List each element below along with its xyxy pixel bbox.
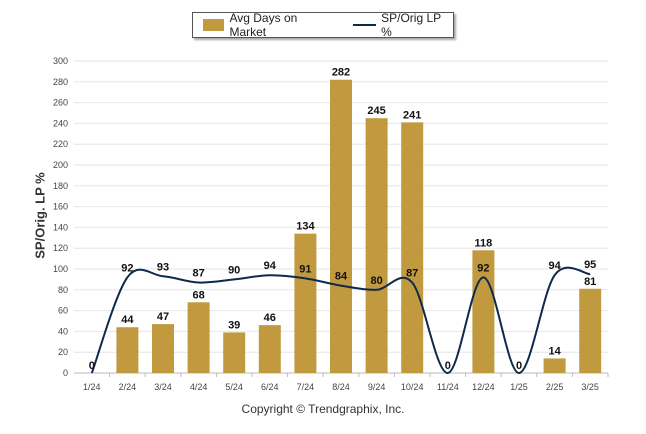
bar-value-label: 39 <box>228 319 240 331</box>
line-value-label: 94 <box>264 260 277 272</box>
bar-value-label: 0 <box>445 360 451 372</box>
line-value-label: 84 <box>335 271 348 283</box>
y-tick-label: 40 <box>58 326 68 336</box>
legend-bar-label: Avg Days on Market <box>229 11 298 39</box>
bar <box>543 358 566 373</box>
bar <box>401 122 424 373</box>
legend-item-line: SP/Orig LP % <box>345 11 453 39</box>
y-tick-label: 80 <box>58 285 68 295</box>
legend-line-label: SP/Orig LP % <box>381 11 441 39</box>
x-tick-label: 2/25 <box>546 382 564 392</box>
y-tick-label: 120 <box>53 243 68 253</box>
bar <box>223 332 246 373</box>
bar <box>116 327 139 373</box>
line-value-label: 80 <box>370 275 382 287</box>
bar-value-label: 282 <box>332 67 350 79</box>
line-value-label: 93 <box>157 261 169 273</box>
x-tick-label: 1/24 <box>83 382 101 392</box>
y-tick-label: 20 <box>58 347 68 357</box>
line-value-label: 87 <box>192 268 204 280</box>
bar <box>187 302 210 373</box>
bar-value-label: 14 <box>548 345 561 357</box>
bar-value-label: 46 <box>264 312 276 324</box>
bar-value-label: 0 <box>89 360 95 372</box>
y-tick-label: 280 <box>53 77 68 87</box>
line-value-label: 90 <box>228 264 240 276</box>
bar-value-label: 241 <box>403 109 421 121</box>
legend: Avg Days on Market SP/Orig LP % <box>192 11 454 39</box>
x-tick-label: 6/24 <box>261 382 279 392</box>
y-tick-label: 240 <box>53 118 68 128</box>
copyright-text: Copyright © Trendgraphix, Inc. <box>241 402 405 416</box>
x-tick-label: 5/24 <box>225 382 243 392</box>
y-tick-label: 100 <box>53 264 68 274</box>
line-value-label: 92 <box>121 262 133 274</box>
y-tick-label: 140 <box>53 222 68 232</box>
y-tick-label: 180 <box>53 181 68 191</box>
line-value-label: 94 <box>548 260 561 272</box>
bar-value-label: 47 <box>157 311 169 323</box>
x-tick-label: 9/24 <box>368 382 386 392</box>
y-tick-label: 160 <box>53 202 68 212</box>
line-value-label: 92 <box>477 262 489 274</box>
y-tick-label: 0 <box>63 368 68 378</box>
y-axis-label: SP/Orig. LP % <box>32 172 48 259</box>
bar <box>152 324 174 373</box>
y-tick-label: 60 <box>58 306 68 316</box>
x-tick-label: 10/24 <box>401 382 424 392</box>
line-value-label: 91 <box>299 263 311 275</box>
legend-item-bar: Avg Days on Market <box>203 11 335 39</box>
legend-bar-swatch <box>203 19 225 31</box>
x-tick-label: 8/24 <box>332 382 350 392</box>
line-value-label: 95 <box>584 259 596 271</box>
bar-value-label: 81 <box>584 276 596 288</box>
y-tick-label: 260 <box>53 98 68 108</box>
bar-value-label: 134 <box>296 221 315 233</box>
x-tick-label: 4/24 <box>190 382 208 392</box>
x-tick-label: 11/24 <box>437 382 459 392</box>
line-value-label: 87 <box>406 268 418 280</box>
x-tick-label: 7/24 <box>297 382 315 392</box>
bar-value-label: 118 <box>475 237 493 249</box>
legend-line-swatch <box>352 24 377 26</box>
x-tick-label: 3/25 <box>581 382 599 392</box>
bar <box>258 325 281 373</box>
bar-value-label: 44 <box>121 314 134 326</box>
bar <box>579 288 602 373</box>
x-tick-label: 2/24 <box>119 382 137 392</box>
y-tick-label: 300 <box>53 56 68 66</box>
bar <box>294 233 317 373</box>
bar <box>330 79 352 373</box>
bar-value-label: 245 <box>367 105 385 117</box>
x-tick-label: 1/25 <box>510 382 528 392</box>
x-tick-label: 12/24 <box>472 382 495 392</box>
bar <box>472 250 495 373</box>
y-tick-label: 220 <box>53 139 68 149</box>
y-tick-label: 200 <box>53 160 68 170</box>
bar <box>365 118 388 373</box>
line-series-path <box>90 266 591 375</box>
bar-value-label: 0 <box>516 360 522 372</box>
bar-value-label: 68 <box>192 289 204 301</box>
x-tick-label: 3/24 <box>154 382 172 392</box>
